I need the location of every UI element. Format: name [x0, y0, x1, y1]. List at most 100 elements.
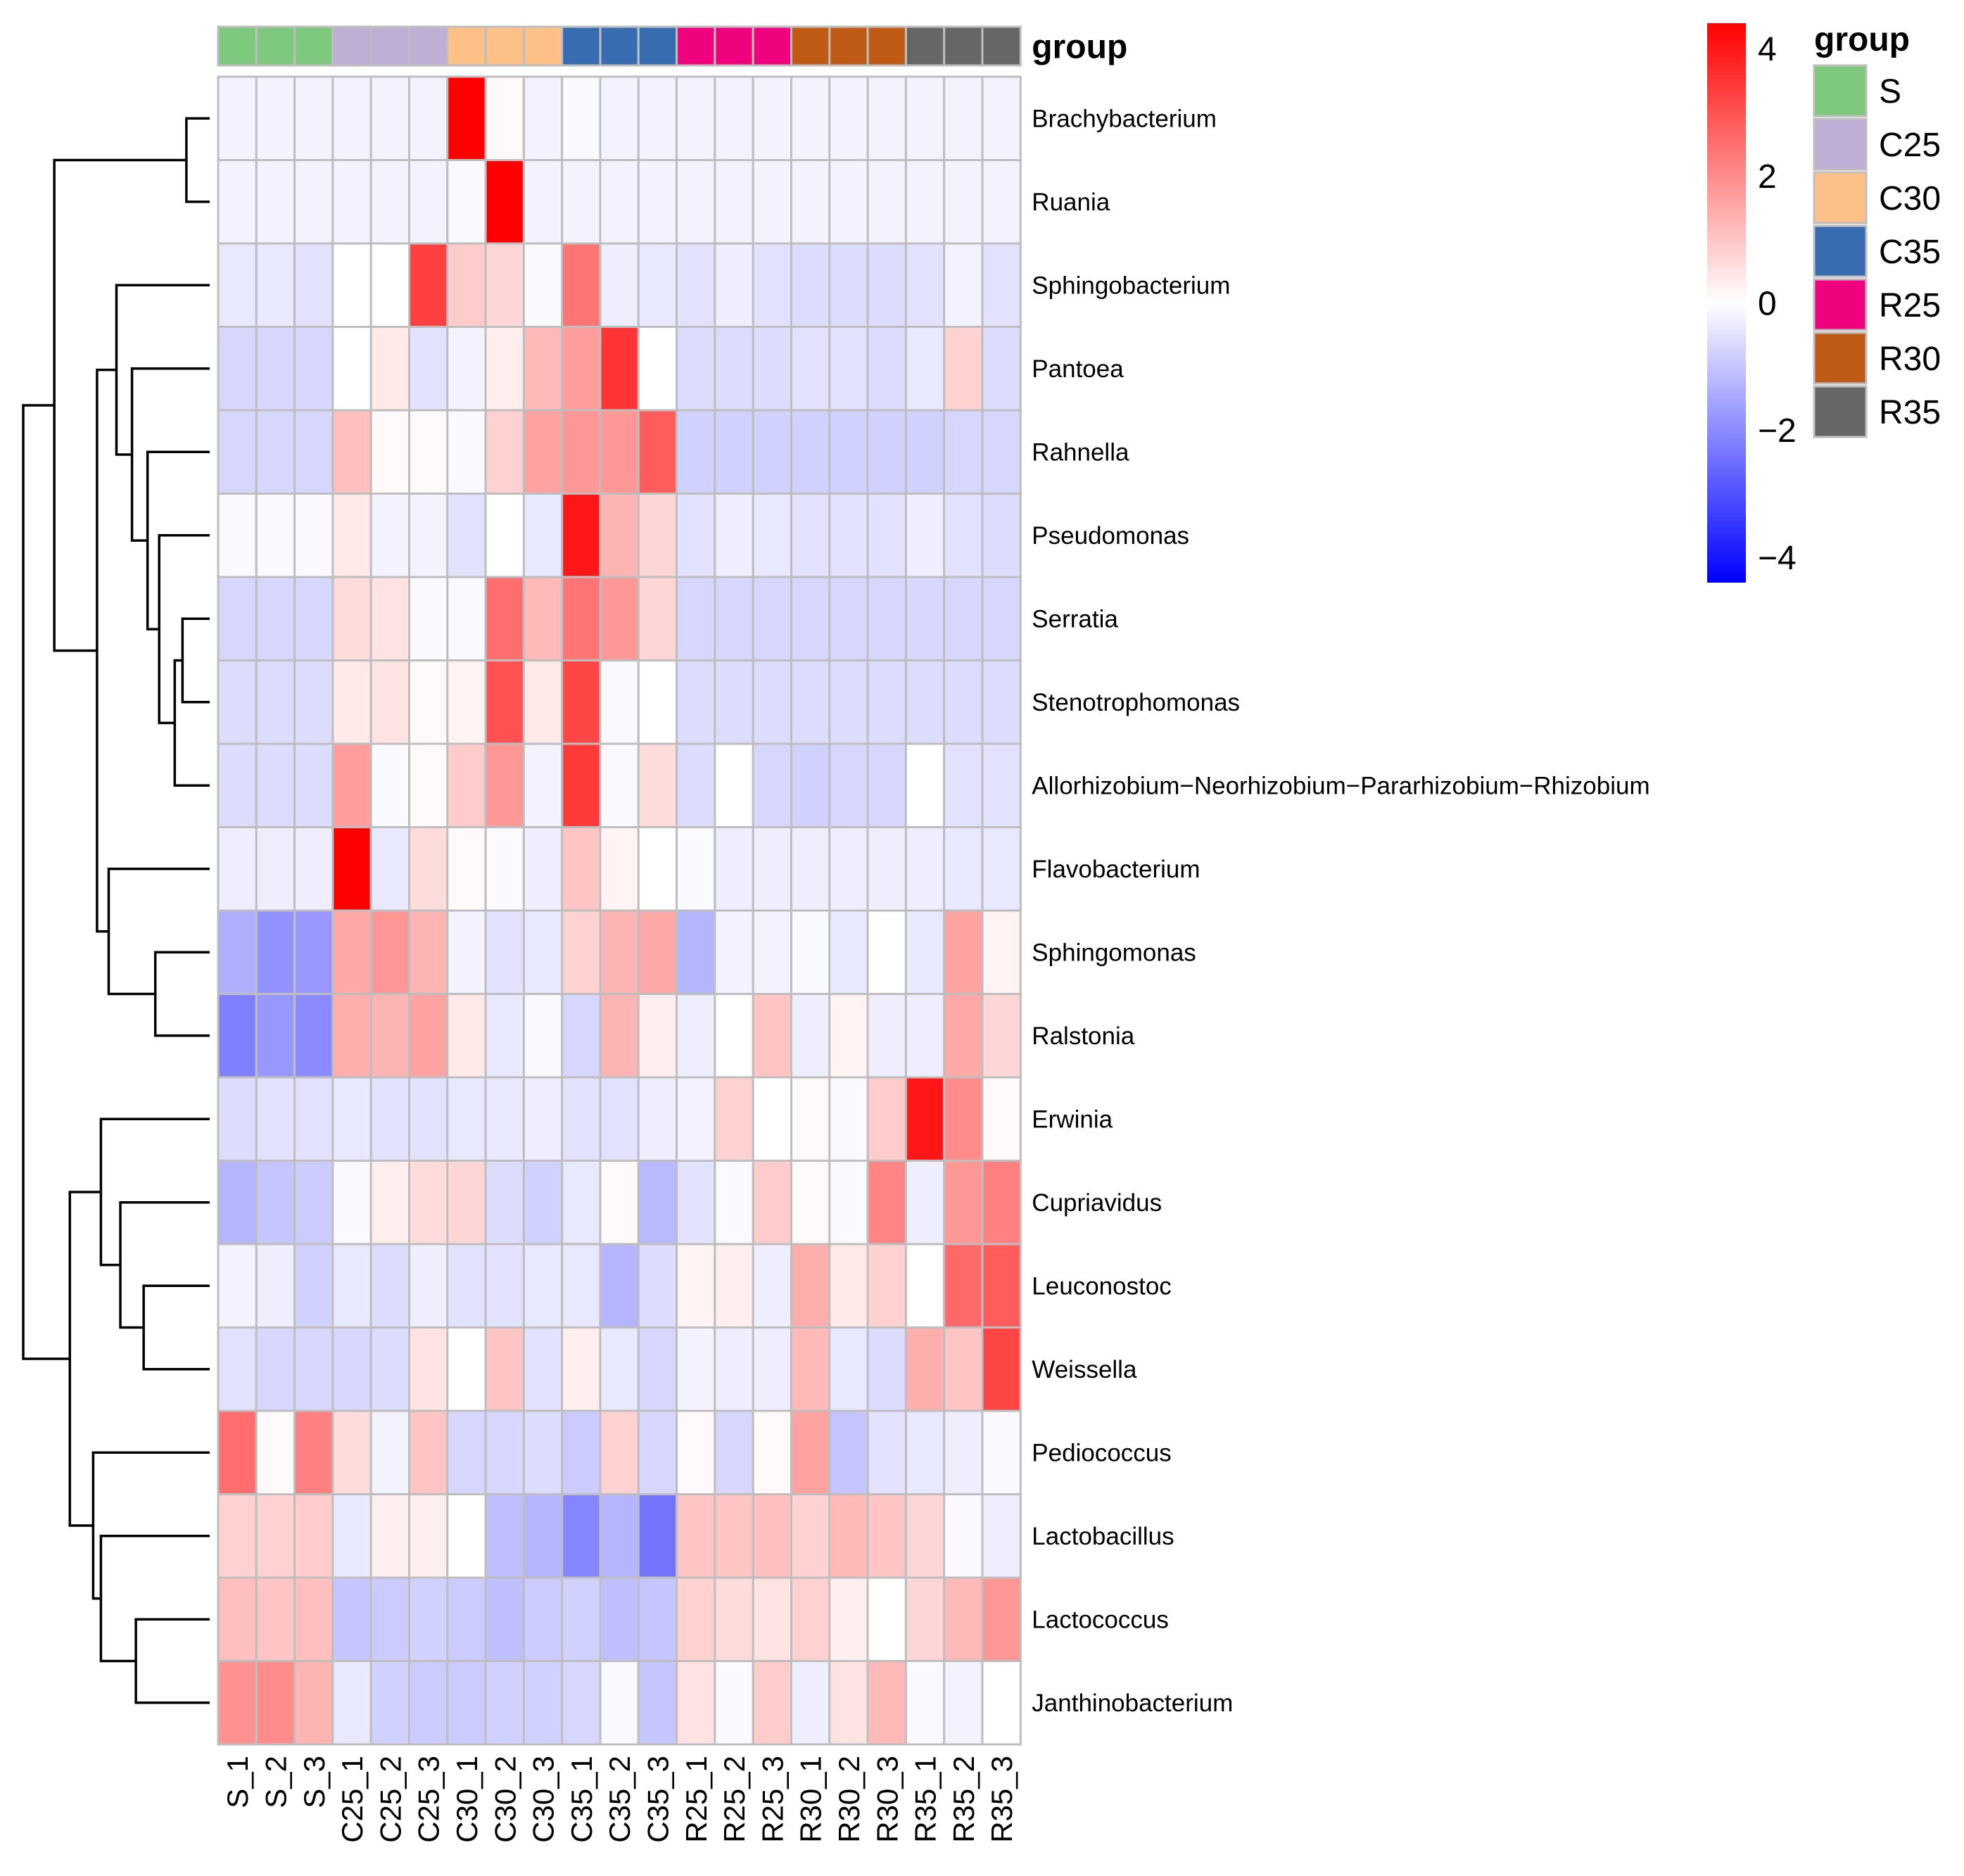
dendrogram-branch [173, 659, 210, 787]
annotation-cell-C30_2 [484, 25, 525, 67]
heatmap-cell [369, 659, 411, 745]
heatmap-cell [790, 1493, 831, 1579]
color-scale-tick-label: 4 [1758, 31, 1777, 68]
heatmap-cell [408, 1576, 449, 1662]
heatmap-cell [790, 1160, 831, 1246]
heatmap-cell [522, 742, 564, 828]
column-label: R35_1 [909, 1756, 942, 1843]
heatmap-cell [637, 1326, 678, 1412]
annotation-cell-R25_3 [752, 25, 792, 67]
heatmap-cell [561, 242, 602, 328]
heatmap-cell [484, 75, 525, 161]
heatmap-cell [714, 493, 754, 578]
color-scale-tick-label: 0 [1758, 286, 1777, 323]
heatmap-cell [217, 742, 258, 828]
heatmap-cell [714, 1409, 754, 1495]
heatmap-cell [943, 326, 984, 412]
heatmap-cell [331, 576, 372, 661]
heatmap-cell [446, 493, 487, 578]
annotation-cell-R30_3 [866, 25, 907, 67]
heatmap-cell [561, 826, 602, 912]
heatmap-cell [981, 1493, 1022, 1579]
heatmap-cell [904, 576, 946, 661]
heatmap-cell [904, 1326, 946, 1412]
heatmap-cell [369, 75, 411, 161]
heatmap-cell [255, 1076, 296, 1162]
heatmap-cell [714, 1326, 754, 1412]
heatmap-cell [676, 493, 716, 578]
heatmap-cell [676, 75, 716, 161]
heatmap-cell [752, 1493, 792, 1579]
row-label: Ruania [1032, 189, 1110, 216]
heatmap-cell [752, 1160, 792, 1246]
heatmap-cell [561, 75, 602, 161]
heatmap-cell [752, 1576, 792, 1662]
heatmap-cell [981, 409, 1022, 495]
heatmap-cell [866, 409, 907, 495]
heatmap-cell [752, 826, 792, 912]
heatmap-cell [599, 326, 640, 412]
row-label: Lactobacillus [1032, 1523, 1174, 1550]
heatmap-cell [943, 1660, 984, 1746]
heatmap-cell [408, 993, 449, 1079]
heatmap-cell [866, 742, 907, 828]
heatmap-cell [637, 1076, 678, 1162]
heatmap-cell [599, 1576, 640, 1662]
heatmap-cell [981, 742, 1022, 828]
group-legend-label: C30 [1879, 180, 1941, 217]
heatmap-cell [484, 1243, 525, 1329]
heatmap-cell [676, 826, 716, 912]
heatmap-cell [255, 742, 296, 828]
heatmap-cell [255, 409, 296, 495]
heatmap-cell [484, 1160, 525, 1246]
heatmap-cell [484, 742, 525, 828]
column-label: C35_1 [565, 1756, 598, 1843]
heatmap-cell [752, 1243, 792, 1329]
heatmap-cell [293, 493, 334, 578]
heatmap-cell [943, 1576, 984, 1662]
heatmap-cell [293, 75, 334, 161]
dendrogram-branch [99, 1117, 210, 1267]
heatmap-cell [331, 1160, 372, 1246]
heatmap-cell [866, 75, 907, 161]
heatmap-cell [981, 1076, 1022, 1162]
heatmap-cell [369, 1160, 411, 1246]
heatmap-cell [331, 326, 372, 412]
heatmap-cell [637, 1243, 678, 1329]
heatmap-cell [637, 576, 678, 661]
heatmap-cell [293, 909, 334, 995]
heatmap-cell [484, 1576, 525, 1662]
heatmap-cell [293, 993, 334, 1079]
heatmap-cell [446, 1243, 487, 1329]
heatmap-cell [637, 993, 678, 1079]
row-label: Sphingomonas [1032, 939, 1196, 966]
heatmap-cell [408, 159, 449, 245]
heatmap-cell [828, 659, 869, 745]
heatmap-cell [904, 993, 946, 1079]
heatmap-cell [561, 1326, 602, 1412]
heatmap-cell [522, 659, 564, 745]
heatmap-cell [217, 1409, 258, 1495]
heatmap-cell [981, 1576, 1022, 1662]
heatmap-cell [904, 1243, 946, 1329]
heatmap-cell [637, 826, 678, 912]
column-label: R25_2 [718, 1756, 751, 1843]
heatmap-cell [255, 159, 296, 245]
heatmap-cell [790, 75, 831, 161]
heatmap-cell [369, 1660, 411, 1746]
heatmap-cell [408, 409, 449, 495]
heatmap-cell [484, 242, 525, 328]
heatmap-cell [293, 826, 334, 912]
heatmap-cell [981, 1660, 1022, 1746]
heatmap-cell [522, 1076, 564, 1162]
heatmap-cell [293, 326, 334, 412]
heatmap-cell [828, 1493, 869, 1579]
heatmap-cell [828, 1409, 869, 1495]
annotation-cell-R35_2 [943, 25, 984, 67]
heatmap-cell [676, 993, 716, 1079]
heatmap-cell [599, 1409, 640, 1495]
heatmap-cell [676, 576, 716, 661]
heatmap-cell [752, 75, 792, 161]
heatmap-cell [904, 1160, 946, 1246]
heatmap-cell [752, 409, 792, 495]
